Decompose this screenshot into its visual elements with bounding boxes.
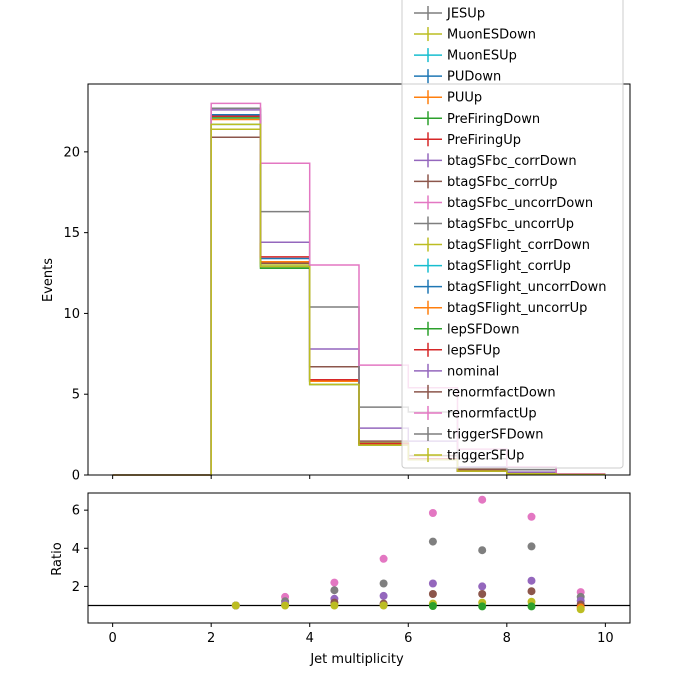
legend-item: PUUp	[414, 90, 482, 106]
legend-items: JESUp MuonESDown MuonESUp PUDown PUUp PreFiri…	[414, 6, 607, 464]
legend-item: btagSFlight_uncorrUp	[414, 300, 587, 316]
legend-label: btagSFbc_corrUp	[447, 175, 558, 190]
legend-label: triggerSFUp	[447, 449, 524, 464]
ratio-point-32	[527, 576, 536, 585]
legend-item: renormfactUp	[414, 405, 537, 421]
ratio-y-axis-label: Ratio	[50, 542, 65, 575]
main-y-ticks: 0 5 10 15 20	[63, 145, 88, 484]
legend-item: btagSFlight_uncorrDown	[414, 279, 607, 295]
legend-label: renormfactDown	[447, 385, 556, 400]
ratio-x-tick-label: 4	[306, 631, 314, 646]
ratio-point-17	[379, 601, 388, 610]
legend-label: btagSFlight_corrUp	[447, 259, 571, 274]
ratio-x-tick-label: 10	[597, 631, 614, 646]
ratio-panel: 0 2 4 6 8 10 2 4 6 Ratio Jet multiplicity	[50, 492, 631, 667]
ratio-point-24	[478, 495, 487, 504]
ratio-point-26	[478, 582, 487, 591]
main-y-tick-label: 20	[63, 145, 80, 160]
legend-box	[401, 0, 624, 469]
legend-label: btagSFlight_corrDown	[447, 238, 590, 253]
legend-label: PreFiringUp	[447, 133, 521, 148]
ratio-point-41	[576, 605, 585, 614]
ratio-point-9	[330, 586, 339, 595]
ratio-x-tick-label: 6	[404, 631, 412, 646]
ratio-y-tick-label: 6	[72, 504, 80, 519]
legend-item: btagSFbc_uncorrDown	[414, 195, 593, 211]
legend-item: lepSFDown	[414, 321, 519, 337]
legend-label: MuonESDown	[447, 28, 536, 43]
legend: JESUp MuonESDown MuonESUp PUDown PUUp PreFiri…	[401, 0, 624, 469]
ratio-x-tick-label: 0	[108, 631, 116, 646]
ratio-point-13	[379, 554, 388, 563]
main-y-tick-label: 5	[72, 388, 80, 403]
legend-label: renormfactUp	[447, 406, 537, 421]
ratio-points-group	[88, 495, 630, 614]
ratio-point-12	[330, 601, 339, 610]
main-y-tick-label: 10	[63, 307, 80, 322]
ratio-point-35	[527, 602, 536, 611]
ratio-point-23	[428, 602, 437, 610]
legend-label: triggerSFDown	[447, 428, 543, 443]
legend-item: PUDown	[414, 69, 501, 85]
ratio-point-20	[428, 579, 437, 588]
legend-label: PUUp	[447, 91, 482, 106]
ratio-x-axis-label: Jet multiplicity	[309, 652, 404, 667]
ratio-point-18	[428, 509, 437, 517]
main-x-ticks	[112, 475, 606, 479]
main-y-tick-label: 0	[72, 469, 80, 484]
ratio-axes-frame	[87, 492, 631, 624]
ratio-point-27	[478, 590, 487, 598]
ratio-point-19	[428, 537, 437, 546]
ratio-point-29	[478, 602, 487, 611]
ratio-x-tick-label: 8	[503, 631, 511, 646]
legend-label: btagSFbc_uncorrUp	[447, 217, 574, 232]
ratio-point-3	[231, 601, 240, 610]
legend-label: btagSFlight_uncorrUp	[447, 301, 587, 316]
legend-item: btagSFbc_uncorrUp	[414, 216, 574, 232]
legend-label: btagSFlight_uncorrDown	[447, 280, 607, 295]
legend-item: MuonESDown	[414, 27, 536, 43]
legend-label: nominal	[447, 364, 499, 379]
ratio-point-8	[330, 578, 339, 587]
ratio-point-15	[379, 591, 388, 600]
legend-item: PreFiringUp	[414, 132, 521, 148]
legend-item: lepSFUp	[414, 342, 500, 358]
legend-item: triggerSFDown	[414, 427, 543, 443]
ratio-point-31	[527, 542, 536, 551]
legend-label: MuonESUp	[447, 49, 517, 64]
legend-label: lepSFUp	[447, 343, 500, 358]
ratio-point-7	[281, 601, 290, 610]
legend-label: btagSFbc_uncorrDown	[447, 196, 593, 211]
legend-item: triggerSFUp	[414, 448, 524, 464]
legend-label: btagSFbc_corrDown	[447, 154, 577, 169]
legend-item: MuonESUp	[414, 48, 517, 64]
legend-item: renormfactDown	[414, 384, 556, 400]
ratio-point-25	[478, 546, 487, 555]
ratio-x-tick-label: 2	[207, 631, 215, 646]
ratio-point-14	[379, 579, 388, 588]
main-y-axis-label: Events	[41, 258, 56, 302]
legend-item: btagSFlight_corrUp	[414, 258, 571, 274]
ratio-point-21	[428, 590, 437, 598]
legend-label: lepSFDown	[447, 322, 519, 337]
legend-item: PreFiringDown	[414, 111, 540, 127]
ratio-x-ticks: 0 2 4 6 8 10	[108, 623, 614, 646]
ratio-point-33	[527, 587, 536, 596]
legend-item: nominal	[414, 363, 499, 379]
ratio-y-ticks: 2 4 6	[72, 504, 88, 595]
main-y-tick-label: 15	[63, 226, 80, 241]
legend-item: JESUp	[414, 6, 485, 22]
legend-label: PUDown	[447, 70, 501, 85]
legend-item: btagSFbc_corrDown	[414, 153, 577, 169]
histogram-series-10	[112, 123, 606, 476]
ratio-y-tick-label: 4	[72, 542, 80, 557]
ratio-y-tick-label: 2	[72, 580, 80, 595]
main-axes-frame	[87, 83, 631, 476]
legend-label: PreFiringDown	[447, 112, 540, 127]
legend-item: btagSFlight_corrDown	[414, 237, 590, 253]
legend-item: btagSFbc_corrUp	[414, 174, 558, 190]
ratio-point-30	[527, 512, 536, 521]
legend-label: JESUp	[446, 7, 485, 22]
